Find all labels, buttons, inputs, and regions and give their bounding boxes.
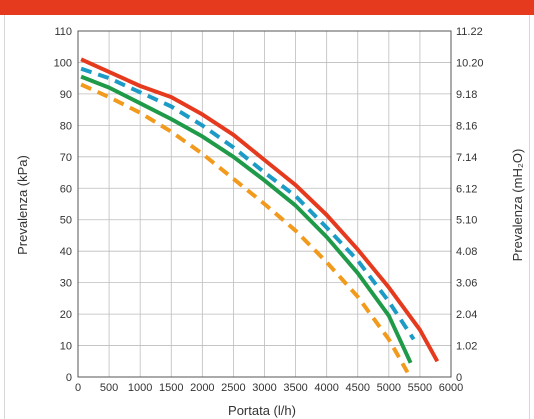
y-tick-label: 110 bbox=[54, 26, 72, 38]
y2-tick-label: 10.20 bbox=[456, 57, 484, 69]
y2-tick-label: 4.08 bbox=[456, 246, 477, 258]
y2-tick-label: 6.12 bbox=[456, 183, 477, 195]
left-border-line bbox=[4, 15, 5, 419]
y-tick-label: 20 bbox=[60, 309, 72, 321]
x-tick-label: 1500 bbox=[159, 382, 183, 394]
plot-border bbox=[77, 30, 452, 378]
series-line-3 bbox=[80, 74, 413, 364]
x-tick-label: 500 bbox=[100, 382, 118, 394]
x-tick-label: 4000 bbox=[314, 382, 338, 394]
x-tick-label: 1000 bbox=[128, 382, 152, 394]
y-tick-label: 0 bbox=[66, 372, 72, 384]
x-axis-label: Portata (l/h) bbox=[228, 403, 296, 418]
right-border-line bbox=[529, 15, 530, 419]
x-tick-label: 4500 bbox=[346, 382, 370, 394]
series-lines bbox=[80, 57, 440, 374]
x-tick-label: 3500 bbox=[283, 382, 307, 394]
y-tick-label: 100 bbox=[54, 57, 72, 69]
y2-tick-label: 11.22 bbox=[456, 26, 483, 38]
y-tick-label: 70 bbox=[60, 152, 72, 164]
x-axis-ticks: 0 500 1000 1500 2000 2500 3000 3500 4000 4500 5000… bbox=[75, 382, 463, 394]
y-axis-ticks: 0 10 20 30 40 50 60 70 80 90 100 110 bbox=[54, 26, 72, 384]
y2-tick-label: 2.04 bbox=[456, 309, 477, 321]
y-axis-label: Prevalenza (kPa) bbox=[15, 155, 30, 255]
y-tick-label: 30 bbox=[60, 278, 72, 290]
y-tick-label: 60 bbox=[60, 183, 72, 195]
x-tick-label: 3000 bbox=[252, 382, 276, 394]
y-tick-label: 80 bbox=[60, 120, 72, 132]
y2-tick-label: 7.14 bbox=[456, 152, 477, 164]
y2-axis-label: Prevalenza (mH₂O) bbox=[510, 149, 525, 262]
y-tick-label: 90 bbox=[60, 89, 72, 101]
y-tick-label: 10 bbox=[60, 341, 72, 353]
x-tick-label: 0 bbox=[75, 382, 81, 394]
series-line-4 bbox=[80, 82, 410, 374]
header-accent-bar bbox=[0, 0, 534, 15]
y2-tick-label: 5.10 bbox=[456, 215, 477, 227]
y-tick-label: 40 bbox=[60, 246, 72, 258]
y2-tick-label: 3.06 bbox=[456, 278, 477, 290]
x-tick-label: 5000 bbox=[377, 382, 401, 394]
y-tick-label: 50 bbox=[60, 215, 72, 227]
plot-frame bbox=[77, 30, 452, 378]
y2-tick-label: 1.02 bbox=[456, 341, 477, 353]
x-tick-label: 6000 bbox=[439, 382, 463, 394]
y2-tick-label: 0 bbox=[456, 372, 462, 384]
y2-tick-label: 9.18 bbox=[456, 89, 477, 101]
series-line-2 bbox=[80, 66, 416, 341]
x-tick-label: 2000 bbox=[190, 382, 214, 394]
y2-axis-ticks: 0 1.02 2.04 3.06 4.08 5.10 6.12 7.14 8.16 9.18 10.… bbox=[456, 26, 484, 384]
y2-tick-label: 8.16 bbox=[456, 120, 477, 132]
x-tick-label: 5500 bbox=[408, 382, 432, 394]
series-line-1 bbox=[80, 57, 440, 363]
x-tick-label: 2500 bbox=[221, 382, 245, 394]
